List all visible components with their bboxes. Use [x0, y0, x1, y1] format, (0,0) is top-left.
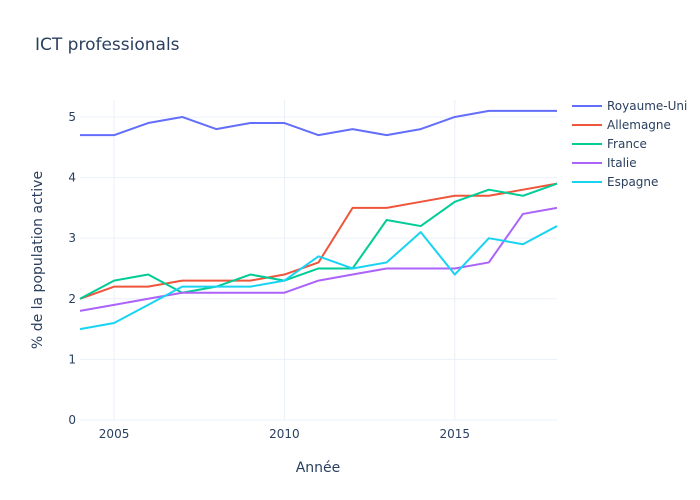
- series-line-espagne: [79, 225, 558, 331]
- legend-label: Royaume-Uni: [607, 99, 687, 113]
- y-tick-label: 1: [68, 352, 76, 366]
- series-line-royaume-uni: [80, 109, 557, 137]
- x-axis-ticks: 2005 2010 2015: [99, 427, 470, 441]
- legend-label: Allemagne: [607, 118, 671, 132]
- y-tick-label: 3: [68, 231, 76, 245]
- chart-title: ICT professionals: [35, 35, 180, 55]
- legend-item[interactable]: Espagne: [572, 175, 658, 189]
- y-tick-label: 2: [68, 292, 76, 306]
- series-line-italie: [79, 206, 558, 312]
- series-lines: [79, 109, 558, 331]
- legend-item[interactable]: Royaume-Uni: [572, 99, 687, 113]
- series-line-france: [79, 182, 558, 300]
- legend-item[interactable]: Italie: [572, 156, 637, 170]
- x-tick-label: 2005: [99, 427, 130, 441]
- x-axis-label: Année: [296, 460, 341, 476]
- y-tick-label: 4: [68, 171, 76, 185]
- grid: [80, 100, 557, 421]
- legend-label: France: [607, 137, 647, 151]
- legend-label: Espagne: [607, 175, 658, 189]
- series-line-allemagne: [79, 182, 558, 300]
- y-axis-label: % de la population active: [30, 171, 46, 349]
- y-tick-label: 5: [68, 110, 76, 124]
- x-tick-label: 2010: [269, 427, 300, 441]
- legend-item[interactable]: Allemagne: [572, 118, 671, 132]
- legend-item[interactable]: France: [572, 137, 647, 151]
- legend[interactable]: Royaume-Uni Allemagne France Italie Espagne: [572, 99, 687, 189]
- x-tick-label: 2015: [440, 427, 471, 441]
- y-axis-ticks: 0 1 2 3 4 5: [68, 110, 76, 427]
- legend-label: Italie: [607, 156, 637, 170]
- y-tick-label: 0: [68, 413, 76, 427]
